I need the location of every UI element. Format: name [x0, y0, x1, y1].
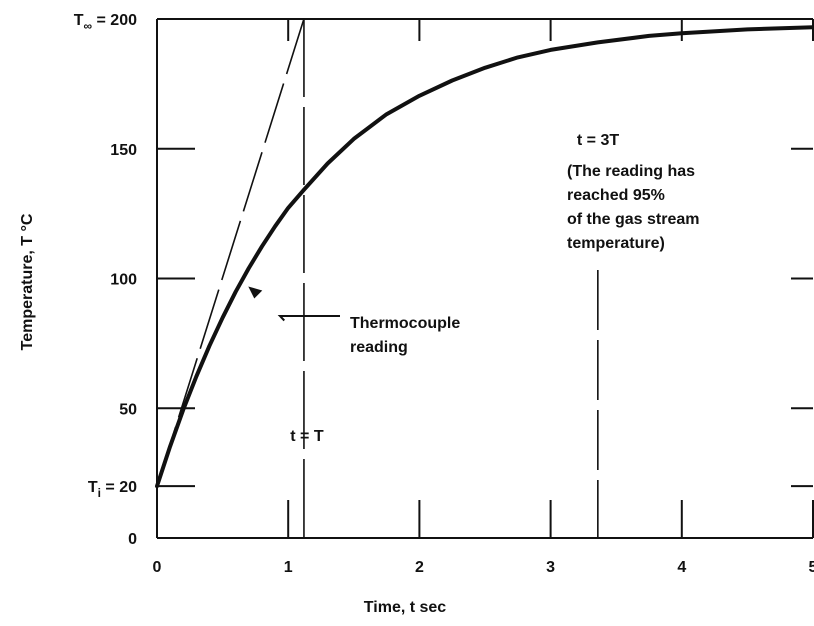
- y-axis-title: Temperature, T °C: [19, 213, 36, 350]
- three-tau-note-line: (The reading has: [567, 163, 695, 180]
- tangent-line: [156, 18, 305, 487]
- x-axis-title: Time, t sec: [364, 599, 447, 616]
- tau-label: t = T: [290, 428, 324, 445]
- y-tick-label: T∞ = 200: [74, 12, 137, 33]
- x-tick-label: 0: [153, 559, 162, 576]
- three-tau-note-line: of the gas stream: [567, 211, 699, 228]
- axes: [156, 18, 813, 539]
- y-tick-label: 50: [119, 401, 137, 418]
- three-tau-note-line: reached 95%: [567, 187, 665, 204]
- tick-marks: [157, 19, 814, 538]
- three-tau-label: t = 3T: [577, 132, 619, 149]
- y-tick-label: 100: [110, 272, 137, 289]
- curve-label-line: Thermocouple: [350, 315, 460, 332]
- y-tick-label: Ti = 20: [88, 479, 137, 500]
- curve-label-line: reading: [350, 339, 408, 356]
- annotations: t = T t = 3T (The reading has reached 95% of…: [248, 132, 699, 445]
- x-tick-label: 5: [809, 559, 814, 576]
- thermocouple-curve: [155, 25, 814, 489]
- three-tau-note-line: temperature): [567, 235, 665, 252]
- y-tick-label: 0: [128, 531, 137, 548]
- x-tick-label: 3: [546, 559, 555, 576]
- curve-label-leader: [277, 315, 340, 322]
- series-group: [155, 18, 814, 489]
- x-tick-label: 1: [284, 559, 293, 576]
- x-tick-label: 2: [415, 559, 424, 576]
- curve-label-arrowhead: [248, 286, 263, 299]
- reference-lines: [303, 19, 599, 538]
- x-tick-label: 4: [677, 559, 686, 576]
- y-tick-label: 150: [110, 142, 137, 159]
